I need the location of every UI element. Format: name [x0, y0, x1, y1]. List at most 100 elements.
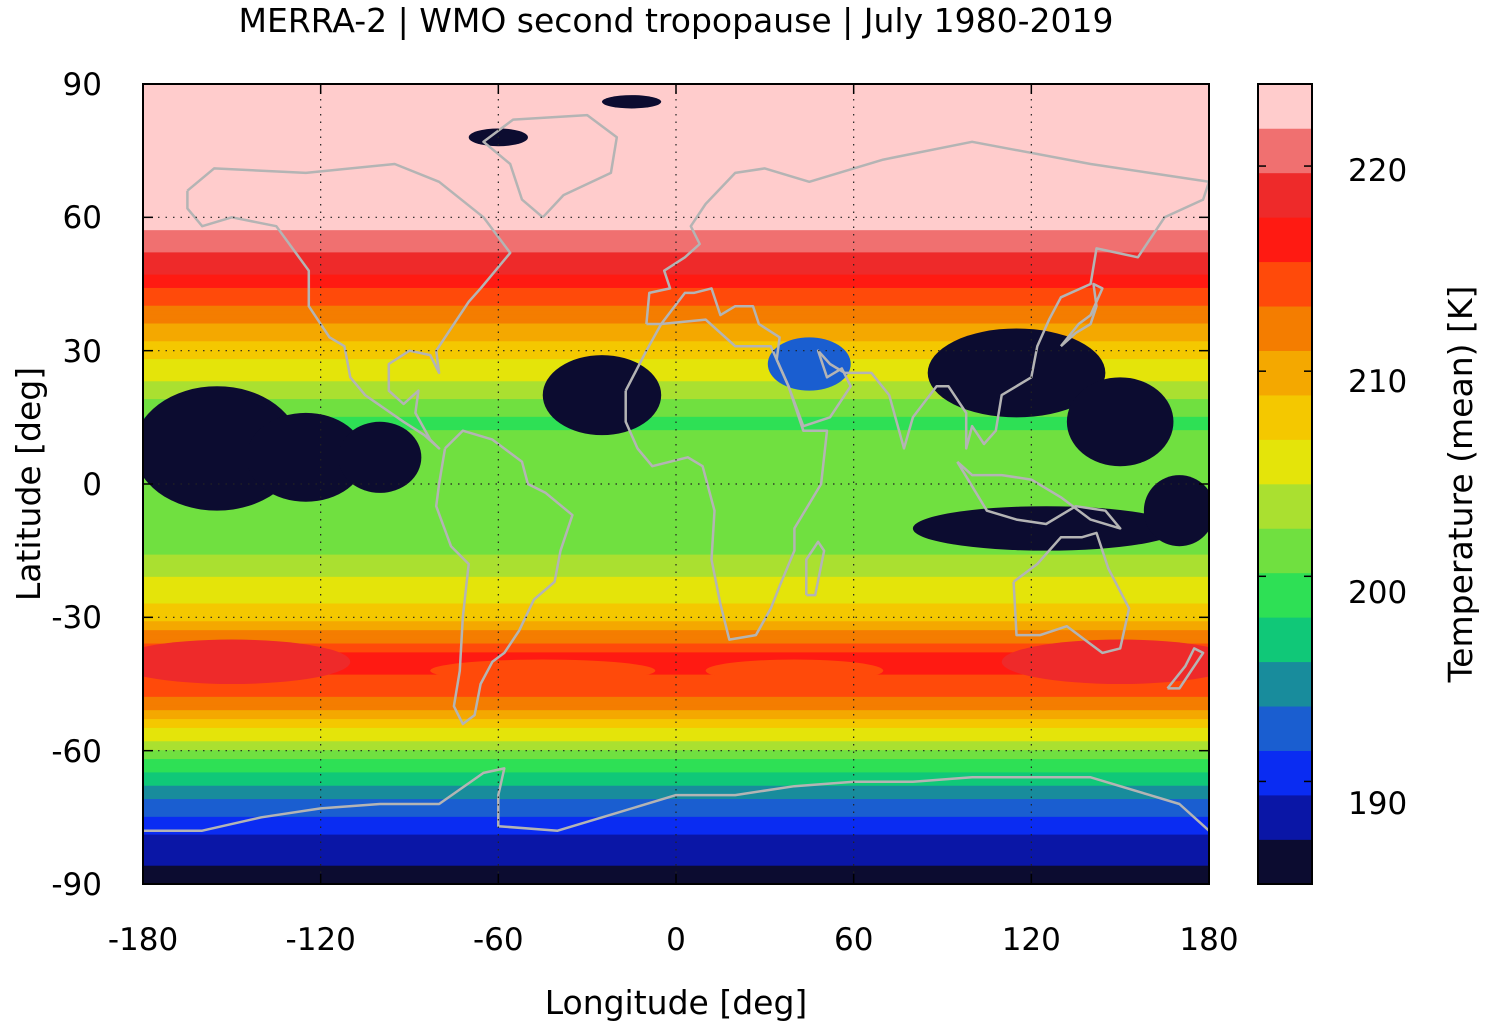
colorbar-frame [1257, 83, 1313, 885]
temperature-band [143, 523, 1209, 529]
temperature-band [143, 341, 1209, 347]
temperature-band [143, 856, 1209, 863]
temperature-anomaly [1001, 639, 1209, 684]
temperature-band [143, 643, 1209, 649]
temperature-band [143, 252, 1209, 258]
temperature-band [143, 407, 1209, 414]
temperature-band [143, 452, 1209, 458]
temperature-band [143, 585, 1209, 592]
temperature-band [143, 487, 1209, 494]
colorbar [1258, 83, 1312, 885]
temperature-band [143, 567, 1209, 574]
temperature-band [143, 759, 1209, 765]
x-tick-label: 0 [666, 922, 686, 958]
temperature-band [143, 203, 1209, 209]
temperature-band [143, 181, 1209, 187]
temperature-band [143, 647, 1209, 654]
north-america-coastline [186, 162, 512, 450]
temperature-band [143, 505, 1209, 512]
temperature-anomaly [927, 328, 1106, 418]
temperature-anomaly [1066, 377, 1174, 467]
temperature-band [143, 639, 1209, 645]
temperature-band [143, 199, 1209, 205]
colorbar-segment [1258, 439, 1312, 485]
x-tick-label: 60 [834, 922, 873, 958]
colorbar-label: Temperature (mean) [K] [1441, 286, 1480, 684]
x-tick-label: -120 [286, 922, 356, 958]
temperature-band [143, 692, 1209, 698]
temperature-band [143, 492, 1209, 498]
colorbar-segment [1258, 528, 1312, 574]
temperature-band [143, 110, 1209, 116]
temperature-anomaly [912, 506, 1180, 551]
temperature-band [143, 145, 1209, 152]
colorbar-tick-label: 200 [1348, 575, 1407, 611]
temperature-band [143, 265, 1209, 272]
temperature-band [143, 550, 1209, 556]
coastlines [143, 113, 1209, 832]
colorbar-tick-label: 210 [1348, 364, 1407, 400]
south-america-coastline [434, 429, 574, 726]
y-tick-label: 0 [82, 467, 102, 503]
temperature-band [143, 376, 1209, 383]
colorbar-ticks [1258, 165, 1312, 783]
temperature-band [143, 114, 1209, 121]
temperature-band [143, 256, 1209, 263]
temperature-band [143, 803, 1209, 809]
temperature-band [143, 852, 1209, 858]
temperature-band [143, 563, 1209, 569]
temperature-band [143, 834, 1209, 841]
x-tick-label: -60 [473, 922, 524, 958]
colorbar-segment [1258, 794, 1312, 840]
temperature-band [143, 327, 1209, 334]
temperature-band [143, 687, 1209, 694]
y-tick-label: -90 [51, 867, 102, 903]
temperature-band [143, 163, 1209, 169]
y-tick-label: -60 [51, 734, 102, 770]
temperature-band [143, 310, 1209, 316]
temperature-band [143, 665, 1209, 672]
x-tick-label: 120 [1002, 922, 1061, 958]
temperature-band [143, 701, 1209, 707]
temperature-band [143, 710, 1209, 716]
grid-lines [143, 84, 1209, 884]
temperature-anomaly [767, 337, 851, 391]
temperature-band [143, 132, 1209, 138]
temperature-band [143, 430, 1209, 436]
temperature-band [143, 572, 1209, 578]
temperature-band [143, 167, 1209, 174]
temperature-band [143, 745, 1209, 752]
colorbar-segment [1258, 617, 1312, 663]
temperature-band [143, 207, 1209, 214]
temperature-band [143, 439, 1209, 445]
temperature-band [143, 714, 1209, 721]
colorbar-segment [1258, 483, 1312, 529]
colorbar-segment [1258, 172, 1312, 218]
indonesia-coastline [956, 460, 1122, 530]
cold-regions [143, 95, 1209, 684]
temperature-band [143, 559, 1209, 565]
temperature-band [143, 105, 1209, 112]
antarctica-coastline [143, 767, 1209, 832]
new-zealand-coastline [1166, 647, 1205, 690]
axis-ticks [142, 83, 1210, 885]
temperature-band [143, 287, 1209, 294]
colorbar-tick-labels: 220 210 200 190 [1348, 153, 1407, 822]
x-tick-label: 180 [1179, 922, 1238, 958]
colorbar-segment [1258, 572, 1312, 618]
temperature-band [143, 514, 1209, 521]
temperature-band [143, 519, 1209, 525]
madagascar-coastline [805, 540, 826, 597]
colorbar-tick-label: 190 [1348, 786, 1407, 822]
colorbar-segment [1258, 705, 1312, 751]
temperature-band [143, 345, 1209, 352]
temperature-band [143, 736, 1209, 743]
temperature-band [143, 190, 1209, 196]
temperature-band [143, 754, 1209, 761]
temperature-band [143, 296, 1209, 303]
colorbar-segment [1258, 261, 1312, 307]
temperature-band [143, 385, 1209, 392]
temperature-band [143, 185, 1209, 192]
temperature-band [143, 234, 1209, 241]
